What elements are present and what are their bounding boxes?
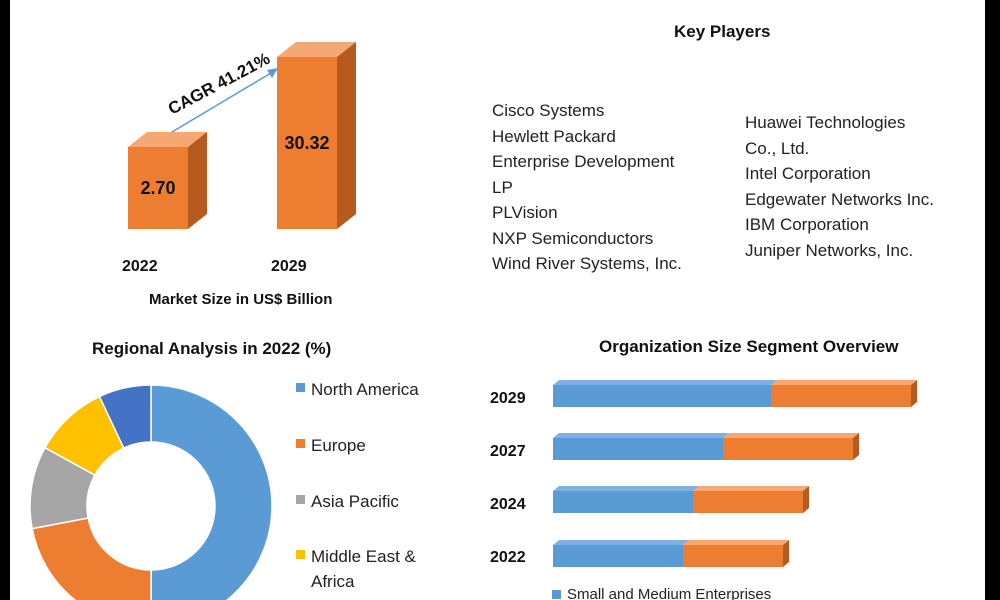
hbar-side	[911, 380, 917, 407]
infographic-canvas: 2.70 30.32 CAGR 41.21% 2022 2029 Market S…	[10, 0, 985, 600]
legend-asia-pacific: Asia Pacific	[296, 489, 399, 514]
hbar-sme	[553, 545, 683, 567]
bar-top	[128, 132, 207, 147]
key-player: Co., Ltd.	[745, 138, 810, 158]
hbar-category-2024: 2024	[490, 496, 526, 513]
key-player: IBM Corporation	[745, 215, 869, 234]
hbar-large	[723, 438, 853, 460]
key-players-left-list: Cisco Systems Hewlett Packard Enterprise…	[492, 98, 682, 277]
market-size-bars: 2.70 30.32	[128, 42, 356, 229]
bar-category-2022: 2022	[122, 258, 158, 275]
key-player: NXP Semiconductors	[492, 228, 654, 248]
market-bar	[277, 57, 337, 229]
bar-category-2029: 2029	[271, 258, 307, 275]
hbar-top	[683, 540, 789, 545]
hbar-large	[693, 491, 803, 513]
regional-title: Regional Analysis in 2022 (%)	[92, 339, 332, 358]
org-size-title: Organization Size Segment Overview	[599, 337, 899, 356]
cagr-label: CAGR 41.21%	[165, 49, 273, 119]
key-player: Juniper Networks, Inc.	[745, 240, 914, 260]
hbar-side	[853, 433, 859, 460]
key-player: Cisco Systems	[492, 101, 605, 120]
legend-north-america: North America	[296, 377, 419, 402]
key-player: PLVision	[492, 203, 558, 222]
legend-label-sme: Small and Medium Enterprises	[567, 586, 772, 600]
hbar-top	[553, 380, 777, 385]
bar-value-label: 30.32	[284, 133, 329, 153]
regional-donut	[29, 384, 273, 600]
slice-europe	[31, 517, 152, 600]
key-player: LP	[492, 177, 513, 197]
hbar-category-2029: 2029	[490, 390, 526, 407]
key-player: Intel Corporation	[745, 164, 871, 183]
market-bar	[128, 147, 188, 229]
legend-swatch	[552, 590, 561, 599]
chart-svg: 2.70 30.32 CAGR 41.21%	[29, 42, 917, 600]
org-size-legend: Small and Medium Enterprises	[552, 586, 771, 600]
hbar-sme	[553, 385, 771, 407]
legend-middle-east-africa: Middle East & Africa	[296, 544, 416, 594]
hbar-category-2022: 2022	[490, 549, 526, 566]
hbar-category-2027: 2027	[490, 443, 526, 460]
hbar-top	[771, 380, 917, 385]
slice-north-america	[150, 384, 273, 600]
hbar-large	[771, 385, 911, 407]
key-players-right-list: Huawei Technologies Co., Ltd. Intel Corp…	[745, 110, 934, 263]
cagr-arrow	[171, 68, 278, 133]
key-player: Enterprise Development	[492, 152, 675, 171]
hbar-sme	[553, 438, 723, 460]
key-player: Hewlett Packard	[492, 126, 616, 146]
legend-europe: Europe	[296, 433, 366, 458]
hbar-top	[723, 433, 859, 438]
hbar-top	[553, 540, 689, 545]
hbar-large	[683, 545, 783, 567]
legend-swatch	[296, 383, 305, 392]
slice-south-america	[98, 384, 152, 450]
key-player: Edgewater Networks Inc.	[745, 189, 934, 209]
hbar-top	[553, 486, 699, 491]
bar-top	[277, 42, 356, 57]
key-player: Wind River Systems, Inc.	[492, 254, 682, 273]
bar-value-label: 2.70	[140, 178, 175, 198]
key-players-title: Key Players	[674, 22, 771, 41]
legend-swatch	[296, 439, 305, 448]
bar-side	[188, 132, 207, 229]
org-size-bars	[553, 380, 917, 567]
legend-swatch	[296, 550, 305, 559]
hbar-sme	[553, 491, 693, 513]
hbar-top	[553, 433, 729, 438]
key-player: Huawei Technologies	[745, 113, 906, 132]
hbar-side	[803, 486, 809, 513]
market-size-xlabel: Market Size in US$ Billion	[149, 291, 333, 308]
hbar-side	[783, 540, 789, 567]
bar-side	[337, 42, 356, 229]
hbar-top	[693, 486, 809, 491]
legend-swatch	[296, 495, 305, 504]
